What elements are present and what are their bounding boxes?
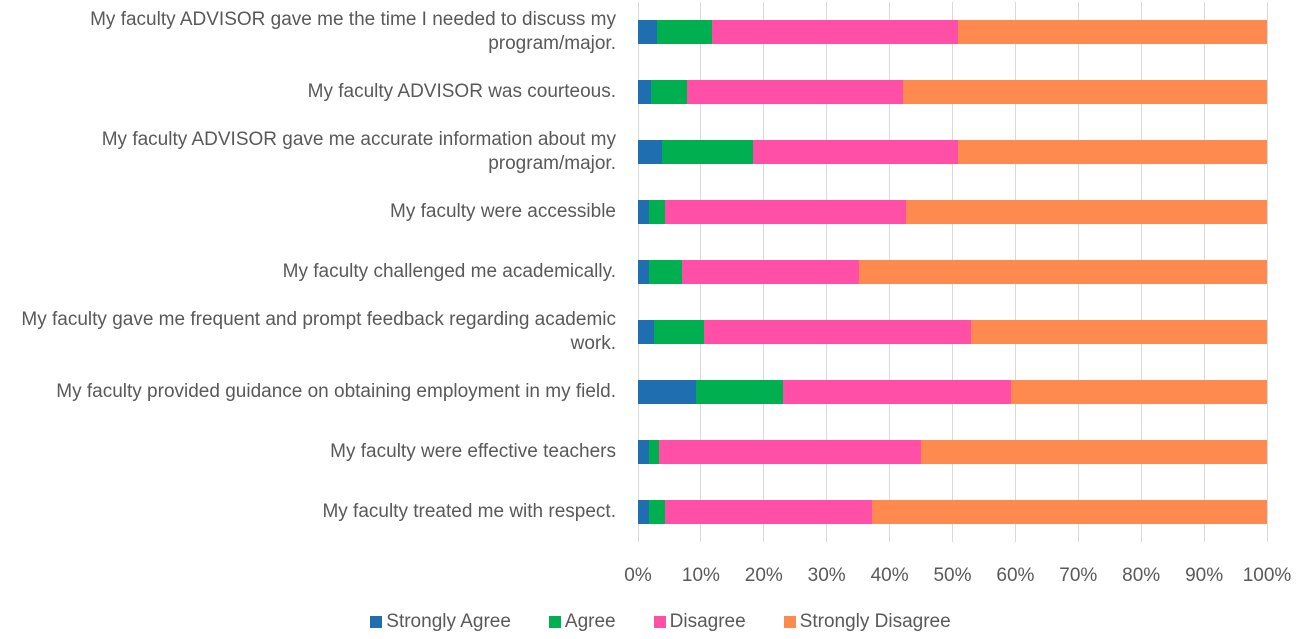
- x-tick-label: 100%: [1242, 565, 1292, 586]
- bar-segment: [638, 260, 649, 284]
- category-label: My faculty were accessible: [390, 201, 616, 222]
- legend: Strongly Agree Agree Disagree Strongly Disa…: [0, 611, 1311, 633]
- bar-segment: [753, 140, 959, 164]
- legend-item: Disagree: [644, 611, 746, 633]
- x-tick-label: 90%: [1185, 565, 1224, 586]
- legend-item: Strongly Disagree: [774, 611, 951, 633]
- bar-segment: [648, 200, 666, 224]
- legend-label: Disagree: [669, 611, 746, 632]
- bar-segment: [695, 380, 784, 404]
- x-tick-label: 10%: [681, 565, 720, 586]
- bar-segment: [638, 20, 657, 44]
- legend-item: Strongly Agree: [360, 611, 511, 633]
- bar-segment: [638, 200, 649, 224]
- category-label: My faculty gave me frequent and prompt f…: [21, 309, 616, 354]
- bar-segment: [638, 80, 651, 104]
- bar-segment: [656, 20, 713, 44]
- bar-segment: [958, 140, 1267, 164]
- bar-segment: [638, 500, 649, 524]
- bar-segment: [648, 260, 683, 284]
- legend-swatch: [370, 616, 383, 628]
- category-label: My faculty treated me with respect.: [322, 501, 616, 522]
- x-tick-label: 40%: [870, 565, 909, 586]
- x-tick-label: 0%: [624, 565, 652, 586]
- bar-segment: [638, 380, 696, 404]
- bar-segment: [1010, 380, 1267, 404]
- bar-segment: [658, 440, 922, 464]
- bar-segment: [858, 260, 1267, 284]
- category-label: My faculty challenged me academically.: [282, 261, 616, 282]
- legend-label: Strongly Agree: [386, 611, 511, 632]
- bar-segment: [665, 200, 906, 224]
- category-label: My faculty were effective teachers: [330, 441, 616, 462]
- bar-segment: [704, 320, 971, 344]
- bar-segment: [638, 440, 649, 464]
- bar-segment: [871, 500, 1267, 524]
- legend-item: Agree: [539, 611, 616, 633]
- bar-segment: [648, 500, 666, 524]
- x-tick-label: 70%: [1059, 565, 1098, 586]
- bar-segment: [712, 20, 959, 44]
- category-label: My faculty provided guidance on obtainin…: [56, 381, 616, 402]
- bar-segment: [921, 440, 1267, 464]
- legend-swatch: [653, 616, 666, 628]
- bar-segment: [783, 380, 1011, 404]
- bar-segment: [650, 80, 688, 104]
- bar-segment: [905, 200, 1267, 224]
- bar-segment: [661, 140, 754, 164]
- bar-segment: [665, 500, 872, 524]
- x-tick-label: 50%: [933, 565, 972, 586]
- bar-segment: [682, 260, 859, 284]
- bar-segment: [653, 320, 705, 344]
- x-tick-label: 20%: [744, 565, 783, 586]
- x-tick-label: 30%: [807, 565, 846, 586]
- bar-segment: [970, 320, 1267, 344]
- category-label: My faculty ADVISOR gave me the time I ne…: [90, 9, 616, 54]
- legend-label: Agree: [564, 611, 616, 632]
- bar-segment: [687, 80, 903, 104]
- legend-label: Strongly Disagree: [799, 611, 951, 632]
- x-tick-label: 60%: [996, 565, 1035, 586]
- grid-line: [1266, 2, 1268, 542]
- bar-segment: [958, 20, 1267, 44]
- x-tick-label: 80%: [1122, 565, 1161, 586]
- legend-swatch: [783, 616, 796, 628]
- category-label: My faculty ADVISOR gave me accurate info…: [101, 129, 616, 174]
- bar-segment: [902, 80, 1267, 104]
- legend-swatch: [548, 616, 561, 628]
- bar-segment: [648, 440, 659, 464]
- bar-segment: [638, 320, 654, 344]
- category-label: My faculty ADVISOR was courteous.: [307, 81, 616, 102]
- bar-segment: [638, 140, 662, 164]
